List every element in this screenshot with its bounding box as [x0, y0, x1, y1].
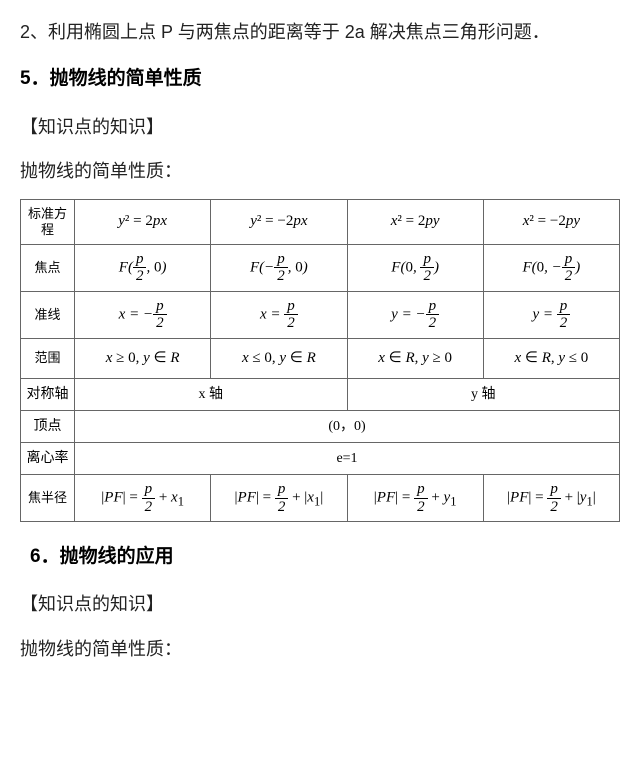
focalradius-cell-3: |PF| = p2 + y1	[347, 475, 483, 522]
range-cell-4: x ∈ R, y ≤ 0	[483, 338, 619, 378]
parabola-properties-table: 标准方程 y² = 2px y² = −2px x² = 2py x² = −2…	[20, 199, 620, 522]
row-header-eccentricity: 离心率	[21, 442, 75, 474]
table-row-focus: 焦点 F(p2, 0) F(−p2, 0) F(0, p2) F(0, −p2)	[21, 244, 620, 291]
row-header-equation: 标准方程	[21, 200, 75, 244]
section-5-title: 5．抛物线的简单性质	[20, 62, 620, 96]
table-row-vertex: 顶点 (0，0)	[21, 410, 620, 442]
focalradius-cell-1: |PF| = p2 + x1	[75, 475, 211, 522]
row-header-focalradius: 焦半径	[21, 475, 75, 522]
directrix-cell-1: x = −p2	[75, 291, 211, 338]
focalradius-cell-2: |PF| = p2 + |x1|	[211, 475, 347, 522]
row-header-directrix: 准线	[21, 291, 75, 338]
axis-cell-y: y 轴	[347, 378, 620, 410]
eccentricity-cell: e=1	[75, 442, 620, 474]
eq-cell-2: y² = −2px	[211, 200, 347, 244]
eq-cell-1: y² = 2px	[75, 200, 211, 244]
knowledge-label-6: 【知识点的知识】	[20, 588, 620, 620]
focus-cell-2: F(−p2, 0)	[211, 244, 347, 291]
row-header-focus: 焦点	[21, 244, 75, 291]
section-6-subtitle: 抛物线的简单性质：	[20, 633, 620, 665]
directrix-cell-2: x = p2	[211, 291, 347, 338]
focalradius-cell-4: |PF| = p2 + |y1|	[483, 475, 619, 522]
focus-cell-1: F(p2, 0)	[75, 244, 211, 291]
table-row-range: 范围 x ≥ 0, y ∈ R x ≤ 0, y ∈ R x ∈ R, y ≥ …	[21, 338, 620, 378]
range-cell-1: x ≥ 0, y ∈ R	[75, 338, 211, 378]
table-row-eccentricity: 离心率 e=1	[21, 442, 620, 474]
axis-cell-x: x 轴	[75, 378, 348, 410]
focus-cell-3: F(0, p2)	[347, 244, 483, 291]
eq-cell-4: x² = −2py	[483, 200, 619, 244]
row-header-vertex: 顶点	[21, 410, 75, 442]
table-row-directrix: 准线 x = −p2 x = p2 y = −p2 y = p2	[21, 291, 620, 338]
vertex-cell: (0，0)	[75, 410, 620, 442]
table-row-equation: 标准方程 y² = 2px y² = −2px x² = 2py x² = −2…	[21, 200, 620, 244]
row-header-range: 范围	[21, 338, 75, 378]
row-header-axis: 对称轴	[21, 378, 75, 410]
table-row-axis: 对称轴 x 轴 y 轴	[21, 378, 620, 410]
directrix-cell-4: y = p2	[483, 291, 619, 338]
table-row-focalradius: 焦半径 |PF| = p2 + x1 |PF| = p2 + |x1| |PF|…	[21, 475, 620, 522]
intro-paragraph: 2、利用椭圆上点 P 与两焦点的距离等于 2a 解决焦点三角形问题．	[20, 16, 620, 48]
range-cell-3: x ∈ R, y ≥ 0	[347, 338, 483, 378]
eq-cell-3: x² = 2py	[347, 200, 483, 244]
focus-cell-4: F(0, −p2)	[483, 244, 619, 291]
section-6-title: 6．抛物线的应用	[20, 540, 620, 574]
range-cell-2: x ≤ 0, y ∈ R	[211, 338, 347, 378]
knowledge-label-5: 【知识点的知识】	[20, 111, 620, 143]
directrix-cell-3: y = −p2	[347, 291, 483, 338]
section-5-subtitle: 抛物线的简单性质：	[20, 155, 620, 187]
